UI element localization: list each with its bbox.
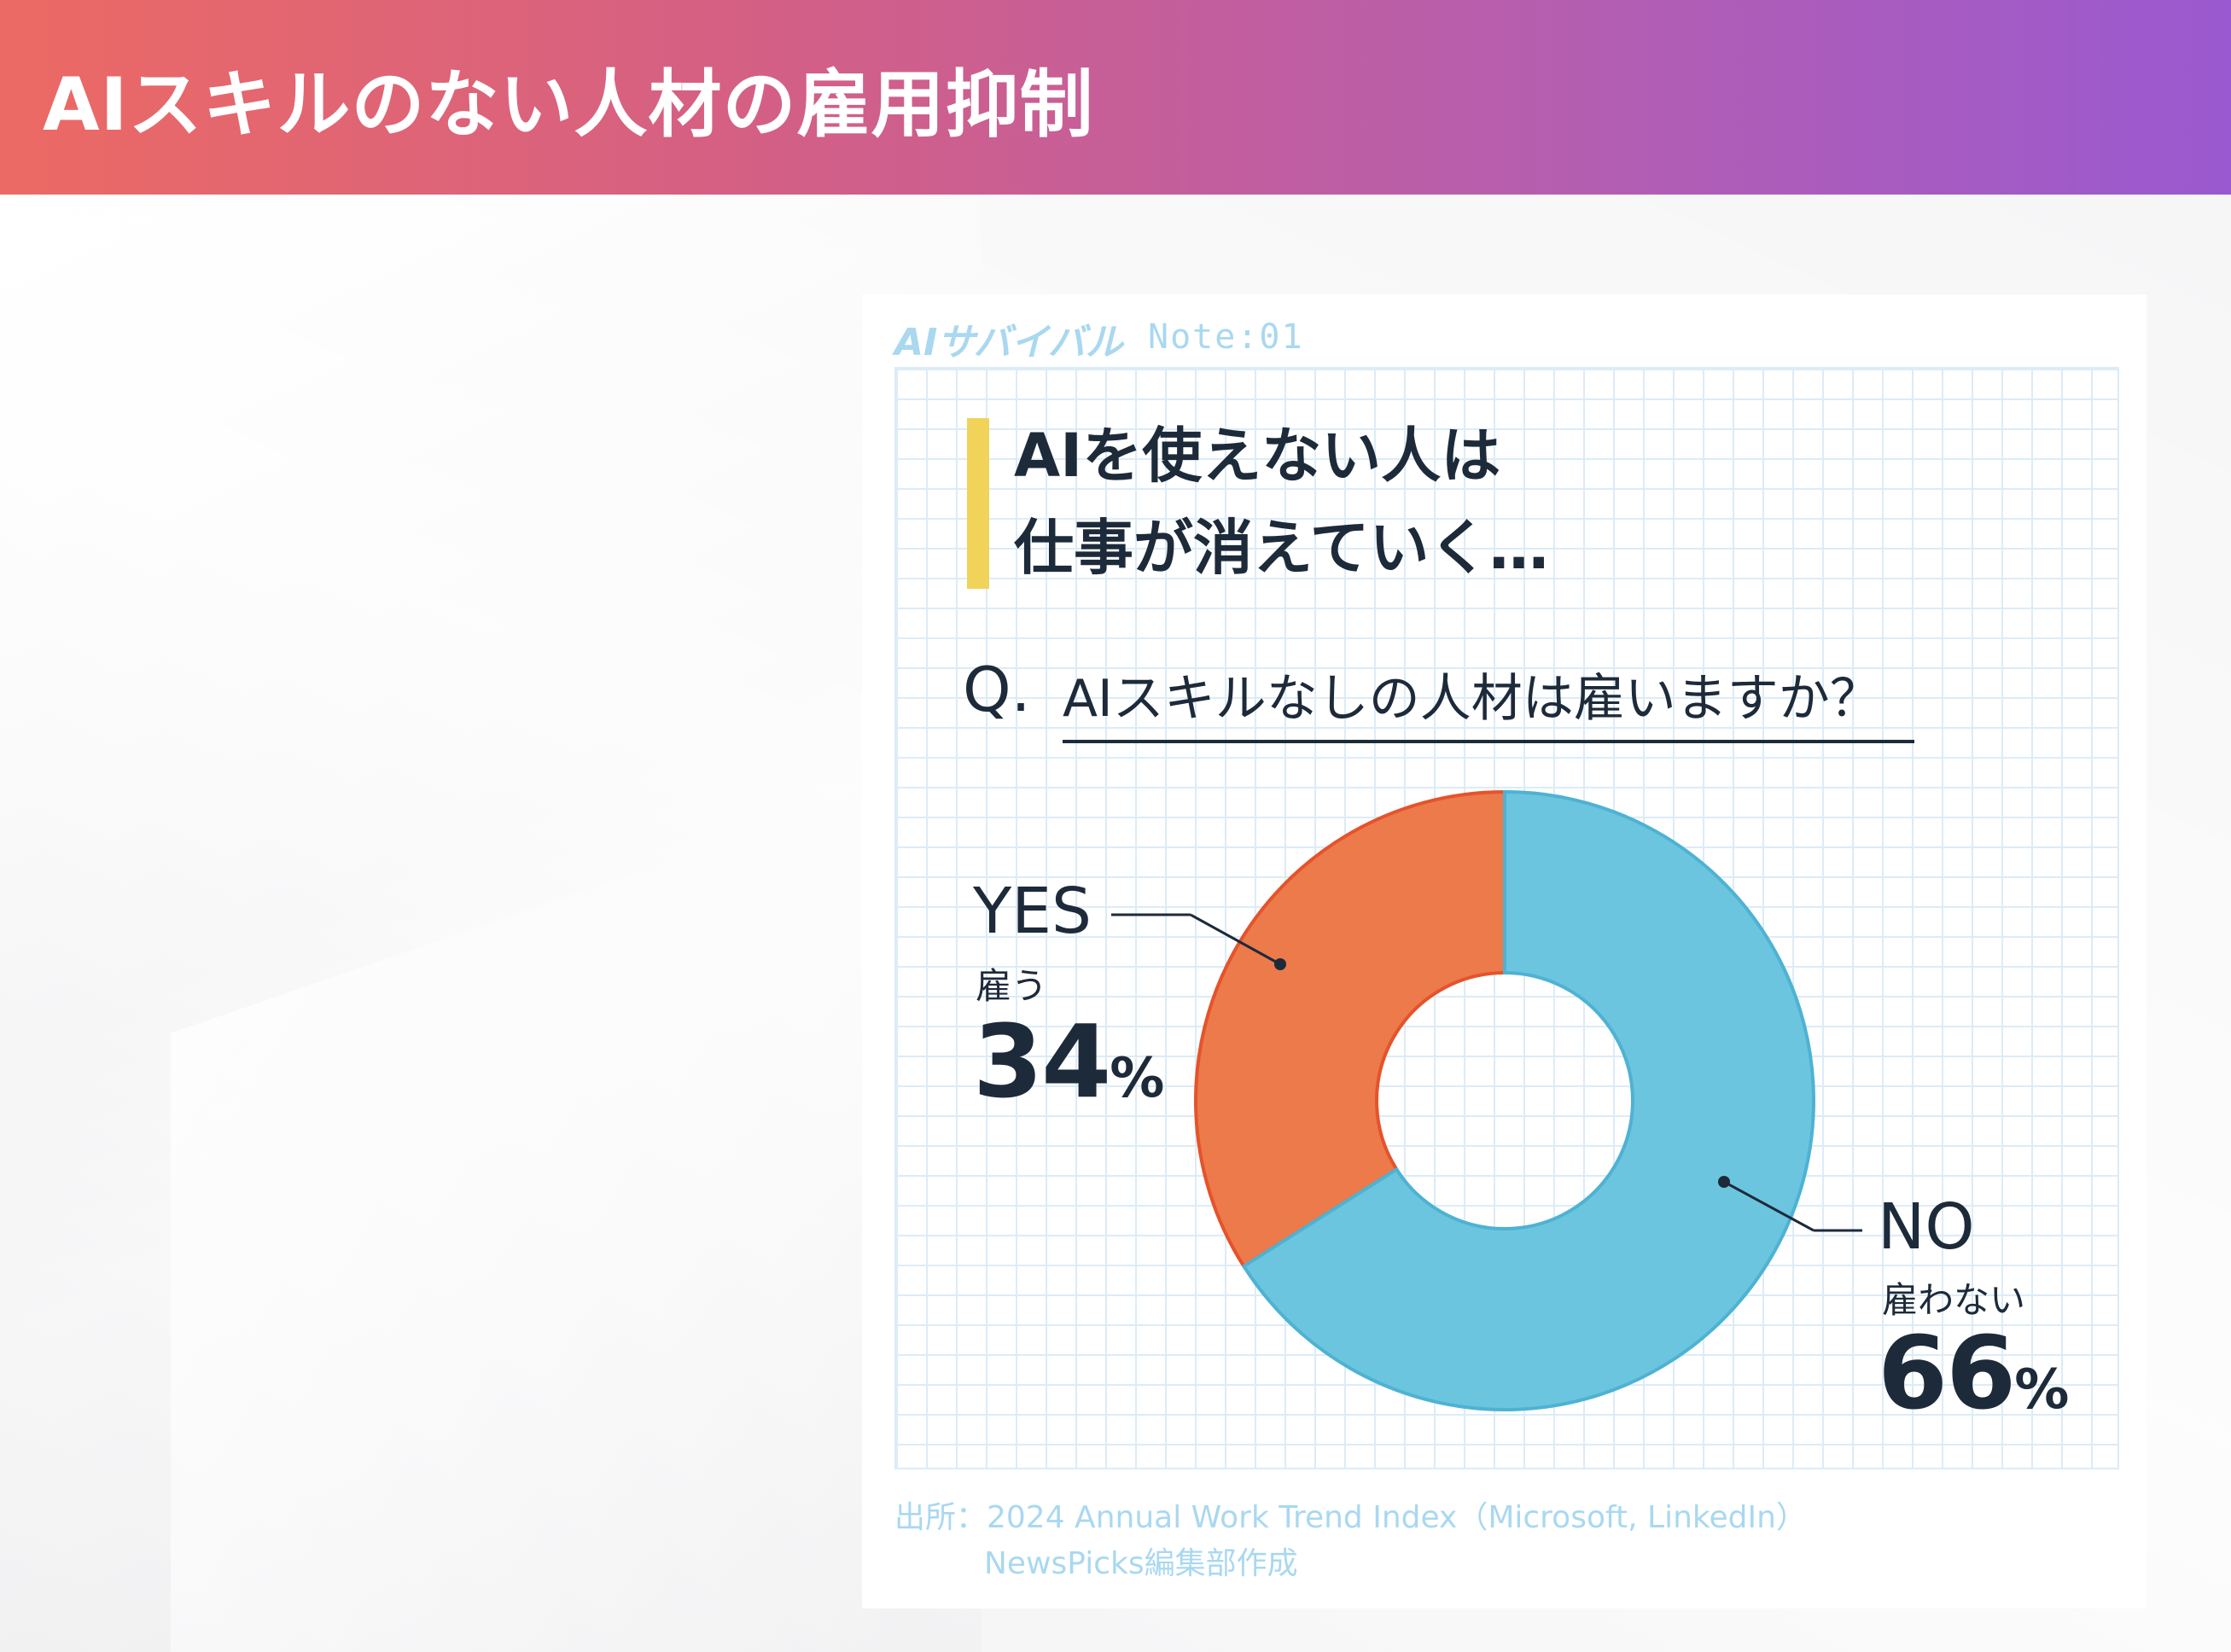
- no-percent: 66%: [1878, 1314, 2069, 1432]
- no-leader-dot: [1718, 1176, 1730, 1188]
- no-percent-unit: %: [2014, 1358, 2069, 1422]
- source-note: 出所：2024 Annual Work Trend Index（Microsof…: [894, 1495, 1807, 1587]
- accent-bar: [967, 418, 989, 589]
- note-label: Note:01: [1148, 317, 1304, 357]
- yes-slice: [1193, 789, 1506, 1269]
- yes-percent: 34%: [973, 1003, 1164, 1120]
- source-line-1: 出所：2024 Annual Work Trend Index（Microsof…: [894, 1500, 1807, 1535]
- no-slice: [1241, 789, 1815, 1411]
- yes-leader-line: [1190, 913, 1281, 966]
- page-title: AIスキルのない人材の雇用抑制: [43, 62, 1094, 148]
- question-mark-icon: Q.: [963, 654, 1031, 725]
- no-percent-value: 66: [1878, 1314, 2016, 1432]
- question-text: AIスキルなしの人材は雇いますか？: [1063, 657, 1914, 743]
- headline-line-2: 仕事が消えていく…: [1014, 513, 1549, 583]
- source-line-2: NewsPicks編集部作成: [984, 1546, 1298, 1581]
- yes-label: YES: [973, 875, 1092, 948]
- headline: AIを使えない人は 仕事が消えていく…: [1014, 410, 1549, 594]
- no-sublabel: 雇わない: [1882, 1279, 2026, 1321]
- yes-percent-unit: %: [1110, 1047, 1164, 1110]
- no-leader-line: [1723, 1180, 1815, 1232]
- yes-leader-dot: [1274, 958, 1286, 970]
- yes-sublabel: 雇う: [976, 965, 1048, 1007]
- brand-label: AIサバイバル: [894, 321, 1123, 364]
- yes-percent-value: 34: [973, 1003, 1111, 1120]
- header-bar: AIスキルのない人材の雇用抑制: [0, 0, 2231, 195]
- no-label: NO: [1878, 1190, 1975, 1264]
- headline-line-1: AIを使えない人は: [1014, 421, 1501, 491]
